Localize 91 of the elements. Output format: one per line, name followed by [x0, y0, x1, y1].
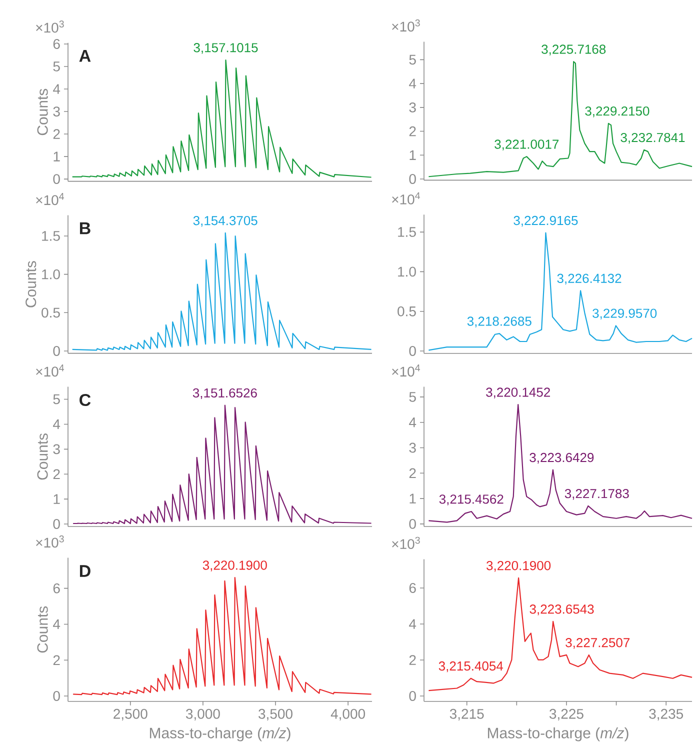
annotation: 3,222.9165 — [514, 216, 578, 227]
x-tick-label: 4,000 — [330, 708, 366, 720]
annotation: 3,218.2685 — [467, 316, 532, 328]
y-tick-label: 5 — [53, 394, 60, 404]
annotation: 3,232.7841 — [620, 132, 685, 144]
y-tick-label: 4 — [409, 619, 416, 629]
y-tick-label: 4 — [53, 419, 60, 430]
y-tick-label: 0 — [409, 691, 416, 701]
y-tick-label: 1 — [410, 494, 416, 504]
y-tick-label: 6 — [409, 583, 416, 593]
y-tick-label: 5 — [53, 62, 60, 72]
x-tick-label: 2,500 — [114, 708, 148, 720]
y-tick-label: 4 — [53, 619, 60, 630]
y-tick-label: 0 — [409, 346, 416, 356]
y-tick-label: 4 — [409, 418, 416, 428]
y-tick-label: 0 — [53, 346, 60, 356]
chart-title: C — [80, 394, 91, 406]
y-tick-label: 6 — [53, 583, 60, 594]
y-tick-label: 5 — [409, 54, 416, 65]
text: ×10$^{3}$ — [36, 20, 64, 33]
line-series — [72, 577, 372, 696]
text: ×10$^{4}$ — [392, 364, 420, 377]
y-axis-title: Counts — [37, 88, 48, 136]
annotation: 3,220.1900 — [486, 560, 551, 572]
y-tick-label: 1 — [54, 494, 60, 504]
y-axis-title: Counts — [26, 261, 36, 308]
y-tick-label: 3 — [53, 106, 60, 116]
line-series — [428, 577, 693, 692]
line-series — [428, 61, 693, 178]
annotation: 3,157.1015 — [194, 43, 258, 54]
annotation: 3,229.2150 — [585, 106, 650, 118]
y-tick-label: 2 — [409, 468, 416, 478]
y-tick-label: 0 — [409, 174, 416, 184]
text: ×10$^{3}$ — [36, 535, 64, 548]
y-tick-label: 2 — [53, 655, 60, 666]
text: ×10$^{3}$ — [392, 19, 420, 32]
x-tick-label: 3,000 — [186, 708, 220, 720]
y-tick-label: 6 — [53, 39, 60, 49]
x-tick-label: 3,235 — [649, 708, 684, 720]
y-axis-title: Counts — [37, 606, 48, 653]
annotation: 3,221.0017 — [494, 140, 559, 150]
y-tick-label: 0 — [53, 174, 60, 184]
y-tick-label: 3 — [53, 444, 60, 454]
line-series — [428, 404, 693, 523]
annotation: 3,223.6543 — [530, 604, 594, 616]
text: ×10$^{3}$ — [392, 536, 420, 550]
annotation: 3,227.1783 — [564, 488, 629, 500]
y-tick-label: 4 — [409, 78, 416, 88]
y-tick-label: 0 — [53, 691, 60, 701]
y-tick-label: 2 — [53, 129, 60, 139]
y-tick-label: 1 — [54, 152, 60, 162]
annotation: 3,215.4562 — [439, 494, 504, 506]
y-axis-title: Counts — [37, 433, 48, 480]
x-tick-label: 3,215 — [450, 708, 484, 720]
y-tick-label: 1.5 — [42, 231, 60, 241]
y-tick-label: 1.0 — [42, 269, 60, 280]
annotation: 3,151.6526 — [192, 388, 257, 400]
y-tick-label: 1.0 — [398, 266, 416, 277]
x-axis-title: Mass-to-charge (m/z) — [488, 727, 628, 742]
y-tick-label: 2 — [409, 655, 416, 665]
chart-title: B — [80, 222, 90, 234]
annotation: 3,220.1900 — [202, 560, 267, 572]
y-tick-label: 0 — [409, 518, 416, 529]
x-tick-label: 3,225 — [549, 708, 584, 720]
y-tick-label: 3 — [409, 442, 416, 453]
y-tick-label: 0 — [53, 519, 60, 529]
chart-title: D — [80, 565, 90, 577]
x-axis-title: Mass-to-charge (m/z) — [150, 727, 290, 742]
y-tick-label: 0.5 — [398, 306, 416, 316]
y-tick-label: 1.5 — [398, 227, 416, 237]
annotation: 3,154.3705 — [193, 216, 258, 227]
line-series — [72, 404, 372, 524]
x-tick-label: 3,500 — [258, 708, 292, 720]
text: ×10$^{4}$ — [36, 193, 64, 206]
y-tick-label: 1 — [410, 150, 416, 160]
y-tick-label: 2 — [53, 469, 60, 479]
annotation: 3,223.6429 — [530, 452, 594, 464]
annotation: 3,227.2507 — [566, 638, 630, 649]
annotation: 3,220.1452 — [486, 388, 550, 398]
text: ×10$^{4}$ — [36, 364, 64, 377]
y-tick-label: 4 — [53, 84, 60, 94]
text: ×10$^{4}$ — [392, 192, 420, 204]
y-tick-label: 2 — [409, 126, 416, 136]
chart-title: A — [79, 50, 91, 62]
y-tick-label: 5 — [409, 392, 416, 402]
annotation: 3,225.7168 — [542, 44, 606, 56]
annotation: 3,226.4132 — [557, 274, 622, 285]
annotation: 3,229.9570 — [592, 308, 657, 320]
y-tick-label: 3 — [409, 102, 416, 112]
annotation: 3,215.4054 — [438, 661, 504, 672]
y-tick-label: 0.5 — [42, 308, 60, 318]
